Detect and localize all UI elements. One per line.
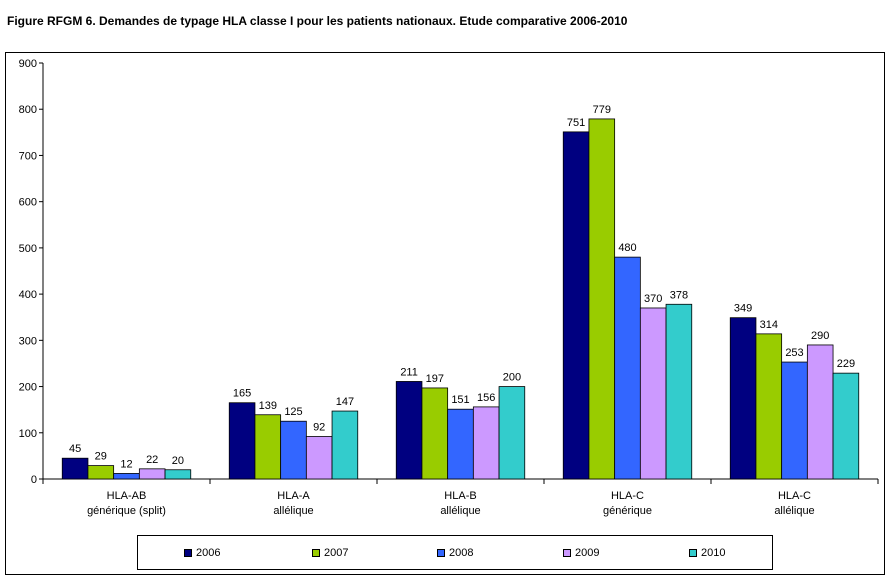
data-label: 92 — [313, 421, 325, 433]
bar-2010-3 — [665, 303, 693, 480]
y-tick-label: 500 — [19, 243, 37, 255]
bar-2008-4 — [781, 361, 808, 480]
y-tick-label: 900 — [19, 58, 37, 70]
data-label: 211 — [400, 366, 418, 378]
data-label: 779 — [593, 104, 611, 116]
bar-2007-1 — [254, 414, 282, 480]
legend-label: 2009 — [575, 547, 600, 559]
legend-swatch — [689, 549, 697, 557]
bar-2010-1 — [331, 410, 359, 480]
bar-2009-4 — [806, 344, 834, 480]
bar-2009-0 — [138, 468, 166, 480]
x-tick-label: HLA-A — [277, 490, 310, 502]
data-label: 139 — [259, 400, 277, 412]
bar-2010-4 — [832, 372, 860, 480]
data-label: 751 — [567, 117, 585, 129]
bar-2008-1 — [280, 420, 307, 480]
legend: 2006 2007 2008 2009 2010 — [137, 535, 773, 570]
legend-label: 2008 — [449, 547, 474, 559]
data-label: 29 — [95, 451, 107, 463]
chart-area: 0 100 200 300 400 500 600 700 800 900 45 29 12 22 20 HL… — [5, 52, 885, 575]
data-label: 156 — [477, 392, 495, 404]
data-label: 20 — [172, 455, 184, 467]
bar-2008-0 — [113, 473, 140, 480]
bar-2008-3 — [614, 256, 641, 480]
bar-2007-3 — [588, 118, 616, 480]
legend-item-2008: 2008 — [437, 546, 473, 560]
data-label: 125 — [284, 406, 302, 418]
legend-swatch — [563, 549, 571, 557]
bar-2007-4 — [755, 333, 783, 480]
data-label: 290 — [811, 330, 829, 342]
data-label: 253 — [785, 347, 803, 359]
bar-2006-0 — [61, 457, 89, 480]
data-label: 151 — [451, 394, 469, 406]
legend-item-2006: 2006 — [184, 546, 220, 560]
data-label: 147 — [336, 396, 354, 408]
y-tick-label: 200 — [19, 382, 37, 394]
bar-2007-0 — [87, 465, 115, 480]
y-tick-label: 300 — [19, 335, 37, 347]
bar-2010-0 — [164, 469, 192, 480]
bar-2009-3 — [639, 307, 667, 480]
y-tick-label: 700 — [19, 150, 37, 162]
x-tick-label: générique — [603, 505, 652, 517]
y-tick-label: 0 — [31, 474, 37, 486]
bar-2006-1 — [228, 402, 256, 480]
legend-swatch — [184, 549, 192, 557]
y-tick-label: 600 — [19, 197, 37, 209]
data-label: 197 — [426, 373, 444, 385]
legend-item-2009: 2009 — [563, 546, 599, 560]
x-tick-label: HLA-B — [444, 490, 476, 502]
x-tick-label: HLA-C — [778, 490, 811, 502]
bar-2006-4 — [729, 317, 757, 480]
data-label: 229 — [837, 358, 855, 370]
bar-2009-2 — [472, 406, 500, 480]
data-label: 314 — [760, 319, 778, 331]
data-label: 349 — [734, 303, 752, 315]
data-label: 378 — [670, 289, 688, 301]
data-label: 22 — [146, 454, 158, 466]
y-tick-label: 100 — [19, 428, 37, 440]
legend-item-2010: 2010 — [689, 546, 725, 560]
bar-2009-1 — [305, 436, 333, 480]
data-label: 45 — [69, 443, 81, 455]
legend-label: 2010 — [701, 547, 726, 559]
legend-label: 2006 — [196, 547, 221, 559]
x-tick-label: générique (split) — [87, 505, 166, 517]
legend-swatch — [437, 549, 445, 557]
legend-swatch — [312, 549, 320, 557]
bar-chart: 0 100 200 300 400 500 600 700 800 900 45 29 12 22 20 HL… — [19, 58, 879, 517]
bar-2006-3 — [562, 131, 590, 480]
x-tick-label: allélique — [440, 505, 480, 517]
bar-2007-2 — [421, 387, 449, 480]
y-tick-label: 400 — [19, 289, 37, 301]
x-tick-label: allélique — [774, 505, 814, 517]
data-label: 200 — [503, 372, 521, 384]
y-tick-label: 800 — [19, 104, 37, 116]
data-label: 370 — [644, 293, 662, 305]
bar-2006-2 — [395, 381, 423, 480]
data-label: 12 — [120, 458, 132, 470]
legend-label: 2007 — [324, 547, 349, 559]
chart-title: Figure RFGM 6. Demandes de typage HLA cl… — [7, 14, 628, 28]
x-tick-label: HLA-C — [611, 490, 644, 502]
bar-2008-2 — [447, 408, 474, 480]
x-tick-label: HLA-AB — [107, 490, 147, 502]
legend-item-2007: 2007 — [312, 546, 348, 560]
x-tick-label: allélique — [273, 505, 313, 517]
data-label: 165 — [233, 388, 251, 400]
bar-2010-2 — [498, 386, 526, 480]
data-label: 480 — [618, 242, 636, 254]
